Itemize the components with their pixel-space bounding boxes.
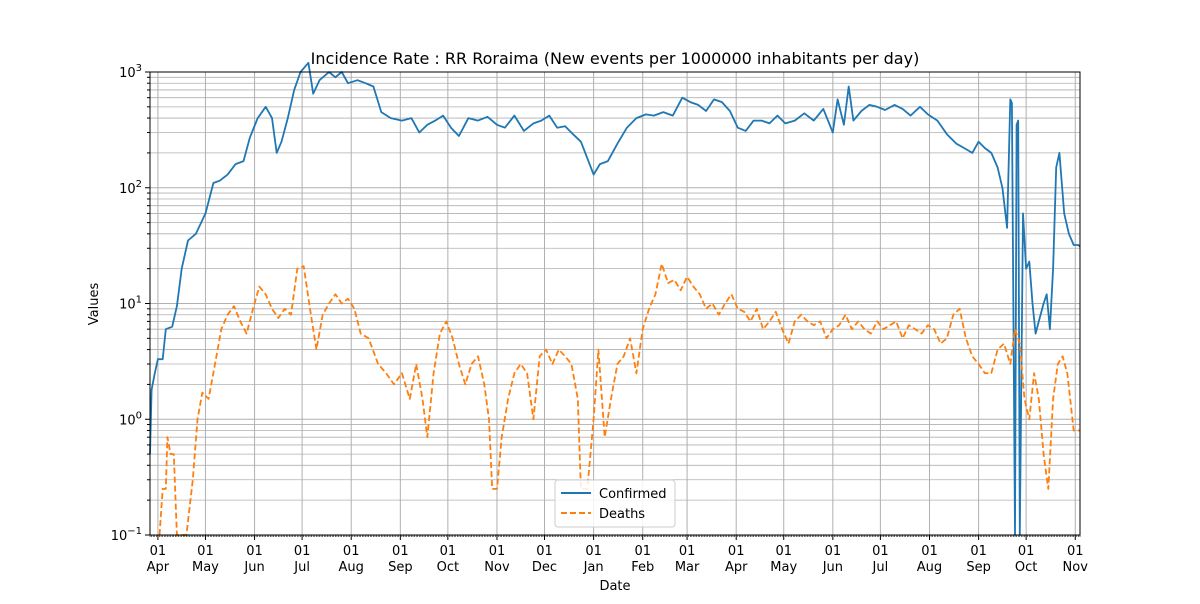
series-lines <box>149 61 1081 536</box>
x-tick-month-label: Nov <box>484 560 510 575</box>
legend-label-deaths: Deaths <box>599 507 645 522</box>
legend: Confirmed Deaths <box>554 479 676 528</box>
x-tick-month-label: Aug <box>339 560 364 575</box>
x-tick-month-label: Aug <box>917 560 942 575</box>
x-tick-day-label: 01 <box>246 544 263 559</box>
chart-title: Incidence Rate : RR Roraima (New events … <box>311 49 920 68</box>
x-tick-day-label: 01 <box>970 544 987 559</box>
x-tick-month-label: Jul <box>872 560 889 575</box>
x-axis-label: Date <box>599 579 630 594</box>
y-tick-label: 10−1 <box>111 526 142 544</box>
x-tick-month-label: Apr <box>725 560 748 575</box>
x-tick-month-label: Sep <box>388 560 413 575</box>
x-tick-month-label: Jan <box>583 560 604 575</box>
series-line-confirmed <box>149 61 1081 536</box>
x-tick-day-label: 01 <box>489 544 506 559</box>
y-tick-label: 102 <box>119 179 142 197</box>
x-tick-month-label: Jul <box>293 560 310 575</box>
x-tick-month-label: May <box>192 560 219 575</box>
y-axis: 10−1 100 101 102 103 <box>111 63 150 544</box>
x-tick-day-label: 01 <box>536 544 553 559</box>
x-tick-month-label: Jun <box>243 560 264 575</box>
x-axis: 01Apr01May01Jun01Jul01Aug01Sep01Oct01Nov… <box>147 535 1089 575</box>
x-tick-day-label: 01 <box>392 544 409 559</box>
x-tick-day-label: 01 <box>775 544 792 559</box>
x-tick-month-label: Jun <box>822 560 843 575</box>
x-tick-day-label: 01 <box>728 544 745 559</box>
x-tick-month-label: Sep <box>966 560 991 575</box>
x-tick-month-label: May <box>770 560 797 575</box>
x-tick-month-label: Mar <box>675 560 700 575</box>
x-tick-day-label: 01 <box>634 544 651 559</box>
legend-label-confirmed: Confirmed <box>599 487 667 502</box>
x-tick-day-label: 01 <box>150 544 167 559</box>
x-tick-day-label: 01 <box>440 544 457 559</box>
grid-lines <box>150 72 1080 536</box>
y-axis-label: Values <box>87 283 102 326</box>
x-tick-day-label: 01 <box>825 544 842 559</box>
legend-box <box>554 479 676 528</box>
x-tick-day-label: 01 <box>585 544 602 559</box>
x-tick-month-label: Dec <box>532 560 557 575</box>
y-tick-label: 100 <box>119 410 142 428</box>
x-tick-month-label: Oct <box>1015 560 1037 575</box>
x-tick-day-label: 01 <box>1067 544 1084 559</box>
x-tick-day-label: 01 <box>294 544 311 559</box>
x-tick-month-label: Oct <box>437 560 459 575</box>
y-tick-label: 103 <box>119 63 142 81</box>
x-tick-month-label: Feb <box>631 560 654 575</box>
x-tick-day-label: 01 <box>197 544 214 559</box>
series-line-deaths <box>158 262 1080 536</box>
x-tick-month-label: Nov <box>1063 560 1089 575</box>
x-tick-day-label: 01 <box>872 544 889 559</box>
x-tick-day-label: 01 <box>921 544 938 559</box>
x-tick-day-label: 01 <box>679 544 696 559</box>
x-tick-day-label: 01 <box>1018 544 1035 559</box>
x-tick-day-label: 01 <box>343 544 360 559</box>
y-tick-label: 101 <box>119 295 142 313</box>
x-tick-month-label: Apr <box>147 560 170 575</box>
